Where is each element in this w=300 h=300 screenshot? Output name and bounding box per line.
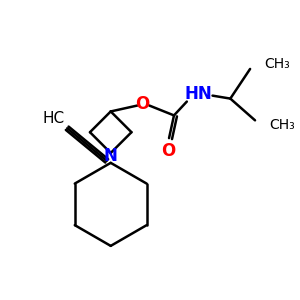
Text: CH₃: CH₃ <box>269 118 295 132</box>
Text: HC: HC <box>42 111 64 126</box>
Text: CH₃: CH₃ <box>264 57 290 71</box>
Text: N: N <box>104 147 118 165</box>
Text: HN: HN <box>185 85 213 103</box>
Text: O: O <box>161 142 175 160</box>
Text: O: O <box>135 94 149 112</box>
